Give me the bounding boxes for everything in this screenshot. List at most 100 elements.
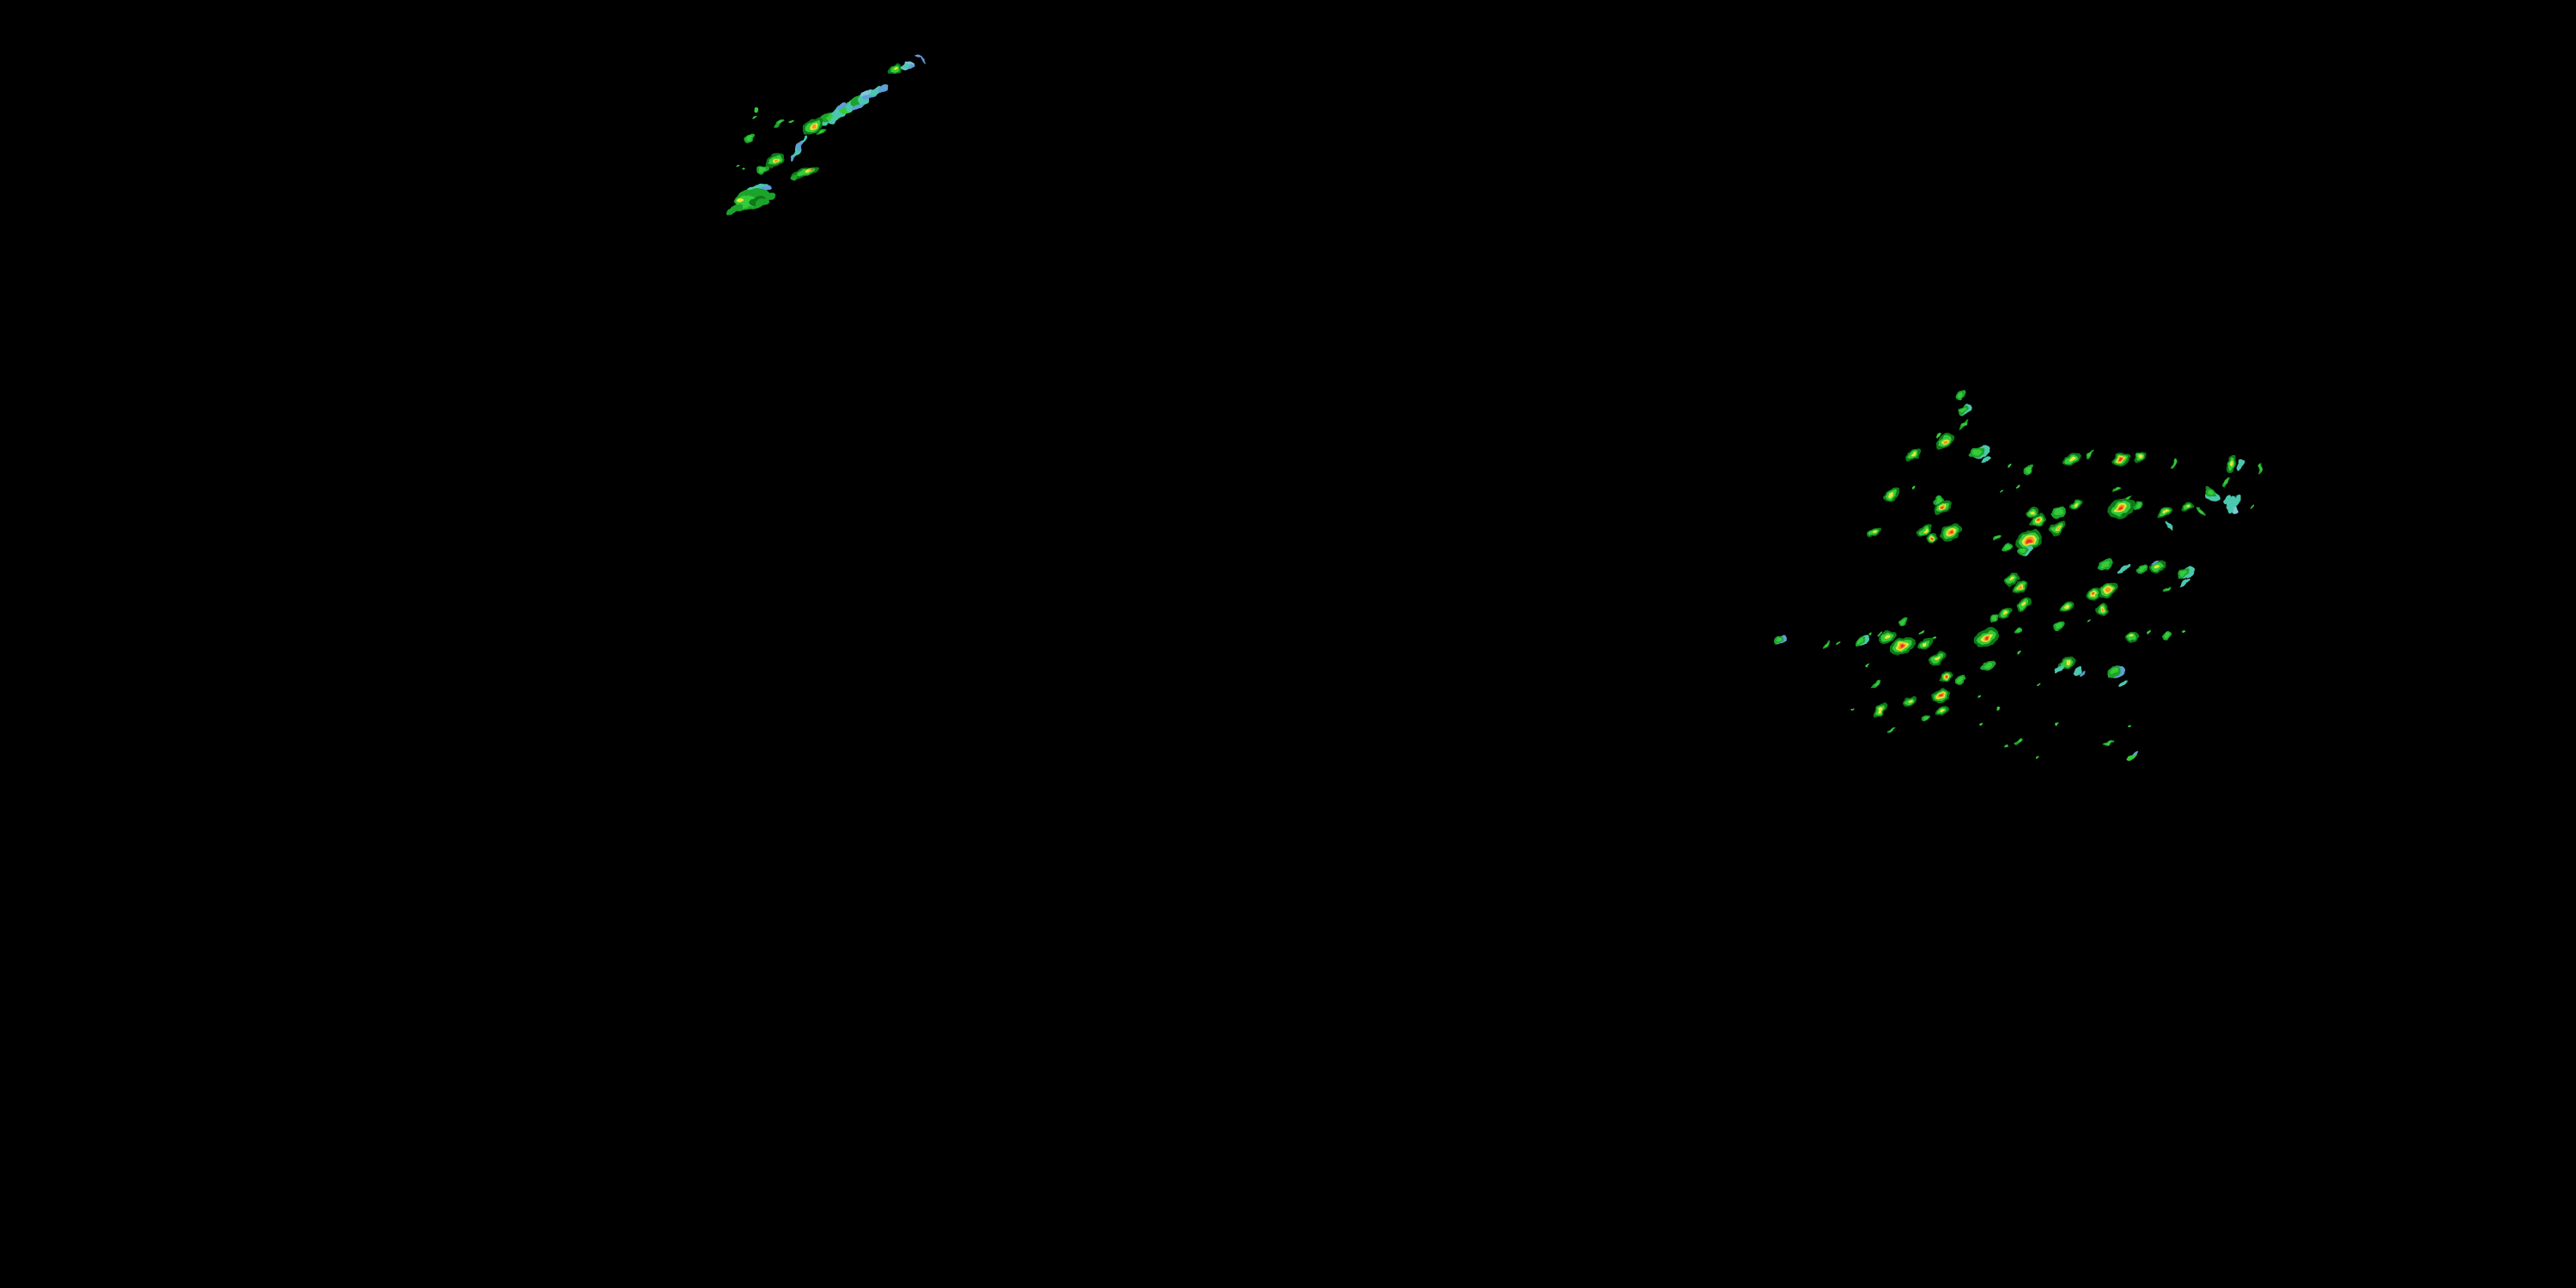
echo-intensity-shape	[2127, 725, 2132, 728]
storm-cell	[2012, 581, 2027, 593]
storm-cell	[2059, 601, 2075, 613]
echo-intensity-shape	[902, 63, 909, 67]
storm-cell	[1920, 714, 1930, 722]
echo-intensity-shape	[2035, 683, 2040, 686]
storm-cell	[2007, 463, 2012, 468]
echo-intensity-shape	[1930, 538, 1934, 539]
storm-cell	[2221, 477, 2230, 489]
storm-cell	[2111, 452, 2130, 467]
echo-intensity-shape	[914, 54, 924, 59]
echo-intensity-shape	[2146, 630, 2151, 634]
storm-cell	[2003, 573, 2020, 586]
storm-cell	[1980, 659, 1996, 671]
echo-intensity-shape	[1919, 631, 1924, 635]
radar-echo-layer	[726, 54, 2263, 761]
storm-cell	[2095, 604, 2109, 616]
storm-cell	[2022, 465, 2034, 475]
storm-cell	[2058, 656, 2077, 670]
echo-intensity-shape	[742, 167, 747, 171]
echo-intensity-shape	[2126, 495, 2131, 500]
storm-cell	[1996, 707, 2002, 710]
storm-cell	[902, 61, 914, 70]
echo-intensity-shape	[777, 120, 784, 125]
storm-cell	[765, 153, 784, 168]
storm-cell	[2124, 630, 2140, 642]
echo-intensity-shape	[852, 102, 863, 110]
storm-cell	[2158, 507, 2172, 519]
echo-intensity-shape	[2110, 668, 2118, 675]
storm-cell	[1905, 449, 1921, 461]
echo-intensity-shape	[1923, 528, 1929, 533]
storm-cell	[2014, 738, 2025, 744]
storm-cell	[1933, 500, 1952, 515]
storm-cell	[2107, 498, 2135, 519]
echo-intensity-shape	[773, 159, 777, 162]
storm-cell	[1867, 526, 1882, 538]
echo-intensity-shape	[790, 174, 799, 180]
echo-intensity-shape	[2164, 586, 2170, 591]
echo-intensity-shape	[1959, 407, 1966, 413]
storm-cell	[1855, 635, 1870, 647]
echo-intensity-shape	[2185, 504, 2190, 508]
storm-cell	[2146, 630, 2151, 634]
storm-cell	[1929, 652, 1947, 665]
storm-cell	[2162, 586, 2171, 592]
echo-intensity-shape	[2182, 629, 2185, 633]
echo-intensity-shape	[877, 84, 889, 93]
storm-cell	[1837, 642, 1842, 646]
echo-intensity-shape	[2172, 459, 2177, 466]
echo-intensity-shape	[2018, 586, 2022, 589]
storm-cell	[1879, 632, 1882, 635]
echo-intensity-shape	[921, 58, 927, 64]
storm-cell	[2181, 501, 2195, 512]
storm-cell	[2117, 564, 2129, 574]
storm-cell	[1919, 631, 1924, 635]
echo-intensity-shape	[1945, 676, 1948, 677]
echo-intensity-shape	[2003, 544, 2012, 551]
echo-intensity-shape	[2069, 456, 2075, 462]
echo-intensity-shape	[801, 135, 808, 143]
storm-cell	[2013, 626, 2023, 635]
echo-intensity-shape	[1977, 696, 1982, 699]
echo-intensity-shape	[2228, 460, 2233, 467]
storm-cell	[2250, 504, 2255, 509]
echo-intensity-shape	[1911, 453, 1917, 458]
echo-intensity-shape	[1935, 656, 1941, 661]
echo-intensity-shape	[2162, 510, 2167, 514]
storm-cell	[1925, 533, 1939, 544]
storm-cell	[2237, 459, 2244, 471]
storm-cell	[1992, 535, 2001, 542]
echo-intensity-shape	[2021, 602, 2027, 607]
echo-intensity-shape	[2119, 458, 2123, 461]
echo-intensity-shape	[1851, 707, 1855, 710]
echo-intensity-shape	[2035, 756, 2040, 759]
echo-intensity-shape	[2233, 495, 2241, 507]
echo-intensity-shape	[746, 135, 753, 142]
storm-cell	[1865, 663, 1870, 668]
echo-intensity-shape	[1879, 632, 1882, 635]
echo-intensity-shape	[1994, 536, 2000, 540]
storm-cell	[802, 117, 824, 136]
echo-intensity-shape	[726, 209, 737, 215]
storm-cell	[1978, 722, 1984, 726]
storm-cell	[2030, 513, 2047, 527]
storm-cell	[1879, 629, 1896, 645]
storm-cell	[2098, 559, 2113, 571]
storm-cell	[1932, 637, 1937, 641]
storm-cell	[921, 58, 927, 64]
echo-intensity-shape	[2053, 508, 2063, 517]
echo-intensity-shape	[1980, 455, 1992, 464]
storm-cell	[1970, 446, 1990, 459]
storm-cell	[1957, 404, 1972, 415]
storm-cell	[1868, 631, 1873, 636]
echo-intensity-shape	[2072, 667, 2084, 676]
echo-intensity-shape	[2155, 564, 2161, 569]
echo-intensity-shape	[2237, 459, 2244, 471]
echo-intensity-shape	[2017, 738, 2023, 743]
echo-intensity-shape	[1912, 486, 1917, 489]
echo-intensity-shape	[1857, 639, 1864, 645]
echo-intensity-shape	[2025, 466, 2032, 473]
echo-intensity-shape	[1885, 635, 1891, 640]
storm-cell	[1931, 688, 1950, 703]
